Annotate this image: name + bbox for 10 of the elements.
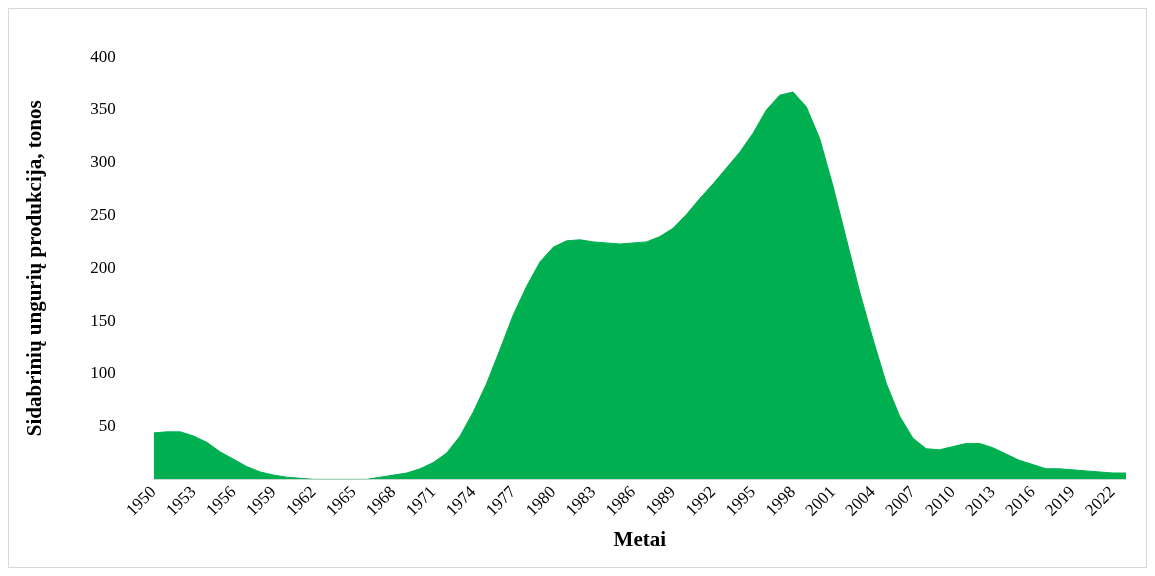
- y-tick-label: 50: [98, 416, 116, 436]
- y-tick-label: 350: [90, 99, 116, 119]
- y-tick-label: 200: [90, 257, 116, 277]
- y-tick-label: 150: [90, 310, 116, 330]
- y-tick-label: 300: [90, 152, 116, 172]
- y-axis-title: Sidabrinių ungurių produkcija, tonos: [22, 100, 47, 437]
- x-axis-title: Metai: [613, 526, 667, 551]
- y-tick-label: 100: [90, 363, 116, 383]
- y-tick-label: 400: [90, 46, 116, 66]
- y-tick-label: 250: [90, 204, 116, 224]
